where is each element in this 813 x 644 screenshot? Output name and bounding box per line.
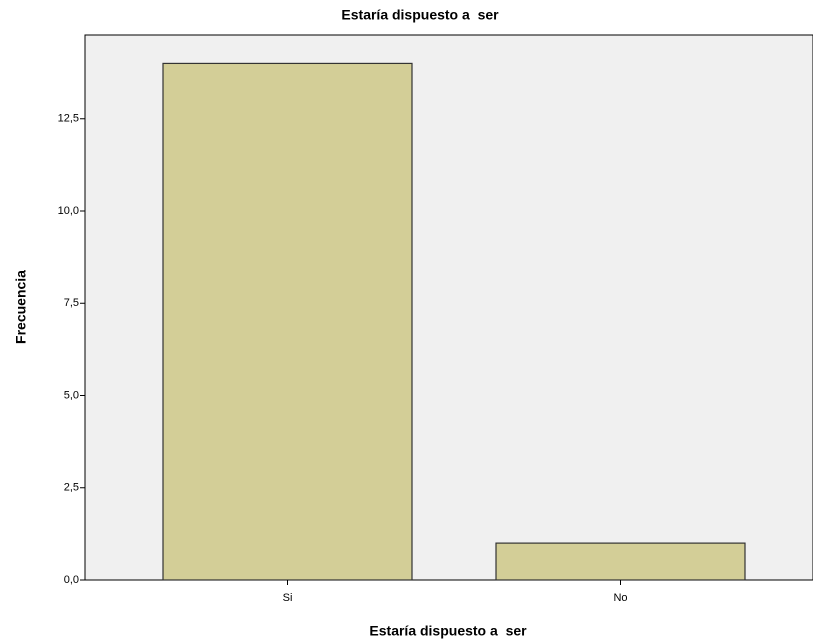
y-tick-label: 12,5 bbox=[58, 113, 79, 125]
y-axis-label: Frecuencia bbox=[13, 270, 29, 344]
chart-title: Estaría dispuesto a ser bbox=[341, 7, 499, 23]
y-tick-label: 0,0 bbox=[64, 574, 79, 586]
x-axis-label: Estaría dispuesto a ser bbox=[369, 623, 527, 639]
y-tick-label: 5,0 bbox=[64, 389, 79, 401]
bar bbox=[495, 542, 746, 581]
x-tick-label: No bbox=[613, 592, 627, 604]
y-tick-label: 10,0 bbox=[58, 205, 79, 217]
y-tick-label: 2,5 bbox=[64, 482, 79, 494]
y-tick-label: 7,5 bbox=[64, 297, 79, 309]
bar bbox=[162, 62, 413, 581]
x-tick-label: Si bbox=[283, 592, 293, 604]
